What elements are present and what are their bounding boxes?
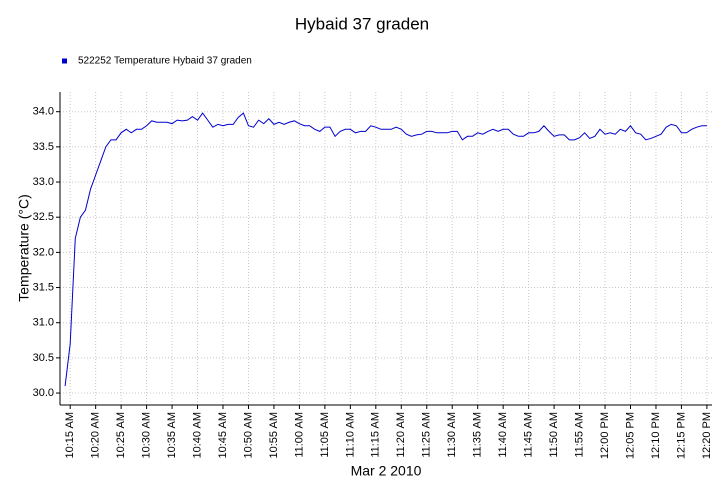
x-tick-label: 11:05 AM: [319, 412, 331, 458]
y-tick-label: 31.0: [33, 317, 54, 329]
data-line: [64, 112, 707, 387]
x-tick-label: 12:00 PM: [599, 412, 611, 459]
x-tick-label: 10:30 AM: [141, 412, 153, 458]
x-tick-label: 11:35 AM: [472, 412, 484, 458]
y-tick-label: 32.0: [33, 246, 54, 258]
x-tick-label: 11:00 AM: [293, 412, 305, 458]
x-tick-label: 12:10 PM: [650, 412, 662, 459]
chart-title: Hybaid 37 graden: [295, 14, 429, 33]
x-tick-label: 11:20 AM: [395, 412, 407, 458]
x-tick-label: 11:30 AM: [446, 412, 458, 458]
x-tick-label: 10:35 AM: [166, 412, 178, 458]
legend-marker: [62, 58, 67, 64]
y-axis-title: Temperature (°C): [16, 194, 32, 302]
x-tick-label: 11:45 AM: [523, 412, 535, 458]
x-tick-label: 10:55 AM: [268, 412, 280, 458]
x-tick-label: 12:05 PM: [624, 412, 636, 459]
x-tick-label: 11:15 AM: [370, 412, 382, 458]
x-tick-label: 11:50 AM: [548, 412, 560, 458]
y-tick-label: 34.0: [33, 106, 54, 118]
y-tick-label: 30.5: [33, 352, 54, 364]
x-tick-label: 10:25 AM: [115, 412, 127, 458]
y-tick-label: 30.0: [33, 387, 54, 399]
y-tick-label: 33.5: [33, 141, 54, 153]
x-tick-label: 10:20 AM: [90, 412, 102, 458]
x-tick-label: 11:10 AM: [344, 412, 356, 458]
y-tick-label: 32.5: [33, 211, 54, 223]
y-tick-label: 33.0: [33, 176, 54, 188]
x-tick-label: 11:25 AM: [421, 412, 433, 458]
y-tick-label: 31.5: [33, 281, 54, 293]
x-tick-label: 12:20 PM: [701, 412, 713, 459]
x-tick-label: 10:40 AM: [191, 412, 203, 458]
x-tick-label: 11:40 AM: [497, 412, 509, 458]
legend-label: 522252 Temperature Hybaid 37 graden: [78, 56, 252, 67]
x-tick-label: 10:45 AM: [217, 412, 229, 458]
x-tick-label: 10:15 AM: [64, 412, 76, 458]
x-tick-label: 10:50 AM: [242, 412, 254, 458]
x-tick-label: 12:15 PM: [675, 412, 687, 459]
x-tick-label: 11:55 AM: [573, 412, 585, 458]
x-axis-title: Mar 2 2010: [351, 463, 422, 479]
